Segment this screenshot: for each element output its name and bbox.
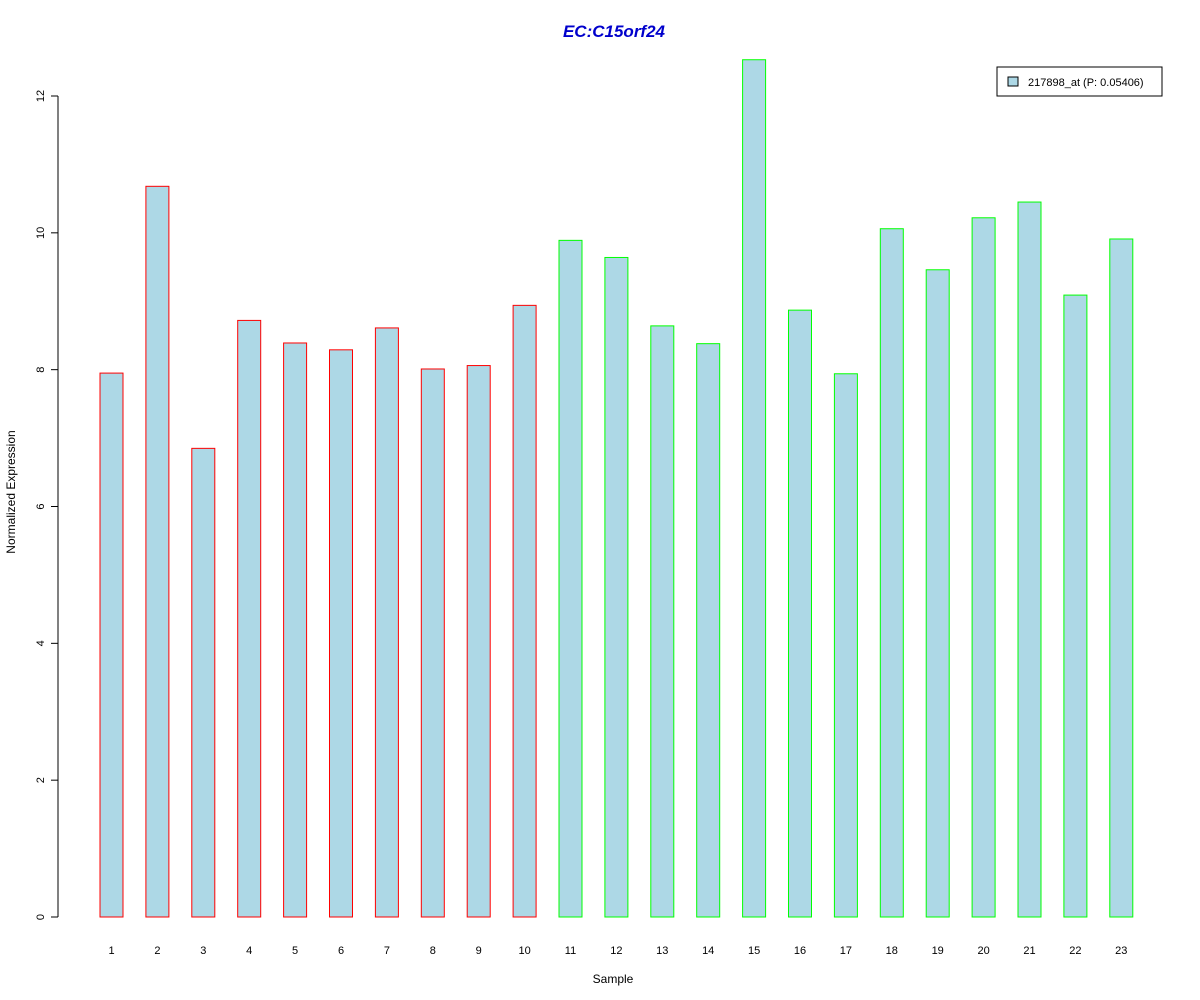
- x-tick-label: 16: [794, 945, 806, 957]
- y-tick-label: 10: [35, 227, 47, 239]
- x-tick-label: 23: [1115, 945, 1127, 957]
- y-tick-label: 4: [35, 640, 47, 646]
- x-tick-label: 10: [518, 945, 530, 957]
- x-tick-label: 11: [565, 945, 576, 957]
- legend-box: [996, 66, 1163, 97]
- x-tick-label: 12: [610, 945, 622, 957]
- bar-sample-9: [466, 365, 491, 918]
- x-tick-label: 9: [476, 945, 482, 957]
- bar-sample-1: [99, 372, 124, 918]
- bars: [99, 59, 1134, 918]
- bar-sample-20: [971, 217, 996, 918]
- bar-sample-15: [742, 59, 767, 918]
- bar-sample-16: [788, 309, 812, 918]
- bar-sample-6: [329, 349, 353, 918]
- y-tick-label: 0: [35, 914, 47, 920]
- y-tick-label: 8: [35, 367, 47, 373]
- x-tick-label: 20: [977, 945, 989, 957]
- y-tick-label: 12: [35, 90, 47, 102]
- bar-sample-22: [1063, 294, 1088, 918]
- y-tick-label: 6: [35, 503, 47, 509]
- x-tick-label: 6: [338, 945, 344, 957]
- x-tick-label: 3: [200, 945, 206, 957]
- x-tick-label: 1: [108, 945, 114, 957]
- x-tick-label: 8: [430, 945, 436, 957]
- bar-sample-10: [512, 304, 537, 918]
- x-tick-labels: 1 2 3 4 5 6 7 8 9 10 11 12 13 14 15 16 17 18 19 20 21 22 23: [108, 945, 1127, 957]
- chart-title: EC:C15orf24: [563, 22, 666, 41]
- x-tick-label: 14: [702, 945, 714, 957]
- bar-sample-8: [420, 368, 445, 918]
- bar-sample-5: [283, 342, 308, 918]
- bar-sample-2: [145, 185, 170, 918]
- bar-sample-19: [925, 269, 950, 918]
- legend: 217898_at (P: 0.05406): [996, 66, 1163, 97]
- x-tick-label: 19: [932, 945, 944, 957]
- x-tick-label: 15: [748, 945, 760, 957]
- legend-label: 217898_at (P: 0.05406): [1028, 77, 1144, 89]
- bar-sample-13: [650, 325, 675, 918]
- x-tick-label: 2: [154, 945, 160, 957]
- y-axis-title: Normalized Expression: [4, 430, 18, 553]
- y-tick-label: 2: [35, 777, 47, 783]
- x-tick-label: 5: [292, 945, 298, 957]
- bar-sample-17: [833, 373, 858, 918]
- bar-sample-3: [191, 447, 216, 918]
- bar-sample-23: [1109, 238, 1134, 918]
- bar-sample-14: [696, 343, 721, 918]
- bar-sample-21: [1017, 201, 1042, 918]
- x-tick-label: 4: [246, 945, 252, 957]
- bar-sample-7: [374, 327, 399, 918]
- bar-sample-18: [879, 228, 904, 918]
- bar-sample-4: [237, 319, 262, 918]
- legend-swatch: [1007, 76, 1019, 87]
- x-tick-label: 21: [1023, 945, 1035, 957]
- bar-sample-11: [558, 239, 583, 918]
- x-tick-label: 17: [840, 945, 852, 957]
- x-tick-label: 18: [886, 945, 898, 957]
- x-axis-title: Sample: [593, 972, 634, 986]
- y-ticks: 0 2 4 6 8 10 12: [35, 90, 58, 920]
- x-tick-label: 7: [384, 945, 390, 957]
- bar-sample-12: [604, 256, 629, 918]
- x-tick-label: 22: [1069, 945, 1081, 957]
- x-tick-label: 13: [656, 945, 668, 957]
